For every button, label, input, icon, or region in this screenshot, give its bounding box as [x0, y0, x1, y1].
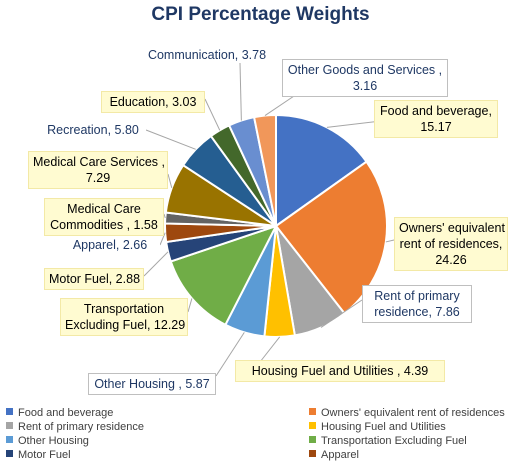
- data-label: Motor Fuel, 2.88: [44, 268, 144, 290]
- legend-swatch: [6, 408, 13, 415]
- data-label: Transportation Excluding Fuel, 12.29: [60, 298, 188, 336]
- leader-line: [159, 232, 166, 246]
- legend-swatch: [6, 422, 13, 429]
- pie-slice-transportation-excluding-fuel: [169, 224, 279, 327]
- data-label: Other Housing , 5.87: [88, 373, 216, 395]
- leader-line: [187, 298, 193, 313]
- leader-line: [385, 239, 395, 243]
- legend-label: Rent of primary residence: [18, 421, 144, 433]
- legend-swatch: [309, 436, 316, 443]
- legend-swatch: [309, 450, 316, 457]
- legend-label: Food and beverage: [18, 407, 114, 419]
- legend-label: Transportation Excluding Fuel: [321, 435, 467, 447]
- legend-label: Motor Fuel: [18, 449, 71, 461]
- legend-item: Apparel: [309, 448, 359, 462]
- data-label: Other Goods and Services , 3.16: [282, 59, 448, 97]
- legend-item: Food and beverage: [6, 406, 113, 420]
- data-label: Medical Care Services , 7.29: [28, 151, 168, 189]
- pie-chart: [143, 62, 493, 377]
- leader-line: [143, 251, 169, 277]
- data-label: Medical Care Commodities , 1.58: [44, 198, 164, 236]
- legend-item: Housing Fuel and Utilities: [309, 420, 446, 434]
- data-label: Apparel, 2.66: [60, 237, 160, 253]
- leader-line: [239, 62, 242, 121]
- pie-slice-owners-equivalent-rent-of-residences: [274, 160, 388, 315]
- legend-label: Housing Fuel and Utilities: [321, 421, 446, 433]
- legend-item: Motor Fuel: [6, 448, 71, 462]
- chart-title: CPI Percentage Weights: [151, 4, 370, 25]
- data-label: Rent of primary residence, 7.86: [362, 285, 472, 323]
- data-label: Housing Fuel and Utilities , 4.39: [235, 360, 445, 382]
- data-label: Recreation, 5.80: [40, 122, 146, 138]
- data-label: Food and beverage, 15.17: [374, 100, 498, 138]
- legend-item: Owners' equivalent rent of residences: [309, 406, 505, 420]
- leader-line: [204, 98, 221, 131]
- pie-slice-food-and-beverage: [275, 113, 368, 228]
- leader-line: [145, 129, 196, 150]
- leader-line: [167, 173, 173, 188]
- legend-swatch: [309, 422, 316, 429]
- legend-item: Transportation Excluding Fuel: [309, 434, 467, 448]
- legend-swatch: [6, 450, 13, 457]
- data-label: Communication, 3.78: [147, 48, 267, 62]
- data-label: Education, 3.03: [101, 91, 205, 113]
- legend-swatch: [6, 436, 13, 443]
- legend-item: Other Housing: [6, 434, 89, 448]
- legend-label: Owners' equivalent rent of residences: [321, 407, 505, 419]
- legend-swatch: [309, 408, 316, 415]
- leader-line: [215, 332, 245, 377]
- leader-line: [163, 213, 166, 219]
- leader-line: [259, 336, 281, 363]
- leader-line: [320, 299, 363, 328]
- legend-label: Other Housing: [18, 435, 89, 447]
- data-label: Owners' equivalent rent of residences, 24.…: [394, 217, 508, 271]
- legend-label: Apparel: [321, 449, 359, 461]
- legend-item: Rent of primary residence: [6, 420, 144, 434]
